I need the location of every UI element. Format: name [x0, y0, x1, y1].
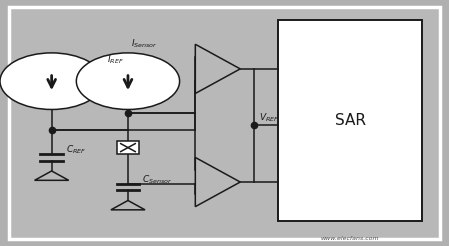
Polygon shape: [195, 44, 240, 93]
Polygon shape: [195, 157, 240, 207]
Bar: [117, 141, 139, 154]
Text: $I_{REF}$: $I_{REF}$: [107, 53, 123, 66]
Text: $I_{Sensor}$: $I_{Sensor}$: [131, 38, 157, 50]
FancyBboxPatch shape: [9, 7, 440, 239]
Text: $C_{REF}$: $C_{REF}$: [66, 144, 86, 156]
Text: $C_{Sensor}$: $C_{Sensor}$: [142, 173, 172, 186]
Text: SAR: SAR: [335, 113, 366, 128]
Circle shape: [76, 53, 180, 109]
Text: $V_{REF}$: $V_{REF}$: [259, 112, 279, 124]
Circle shape: [0, 53, 103, 109]
Text: www.elecfans.com: www.elecfans.com: [321, 236, 379, 241]
FancyBboxPatch shape: [278, 20, 422, 221]
